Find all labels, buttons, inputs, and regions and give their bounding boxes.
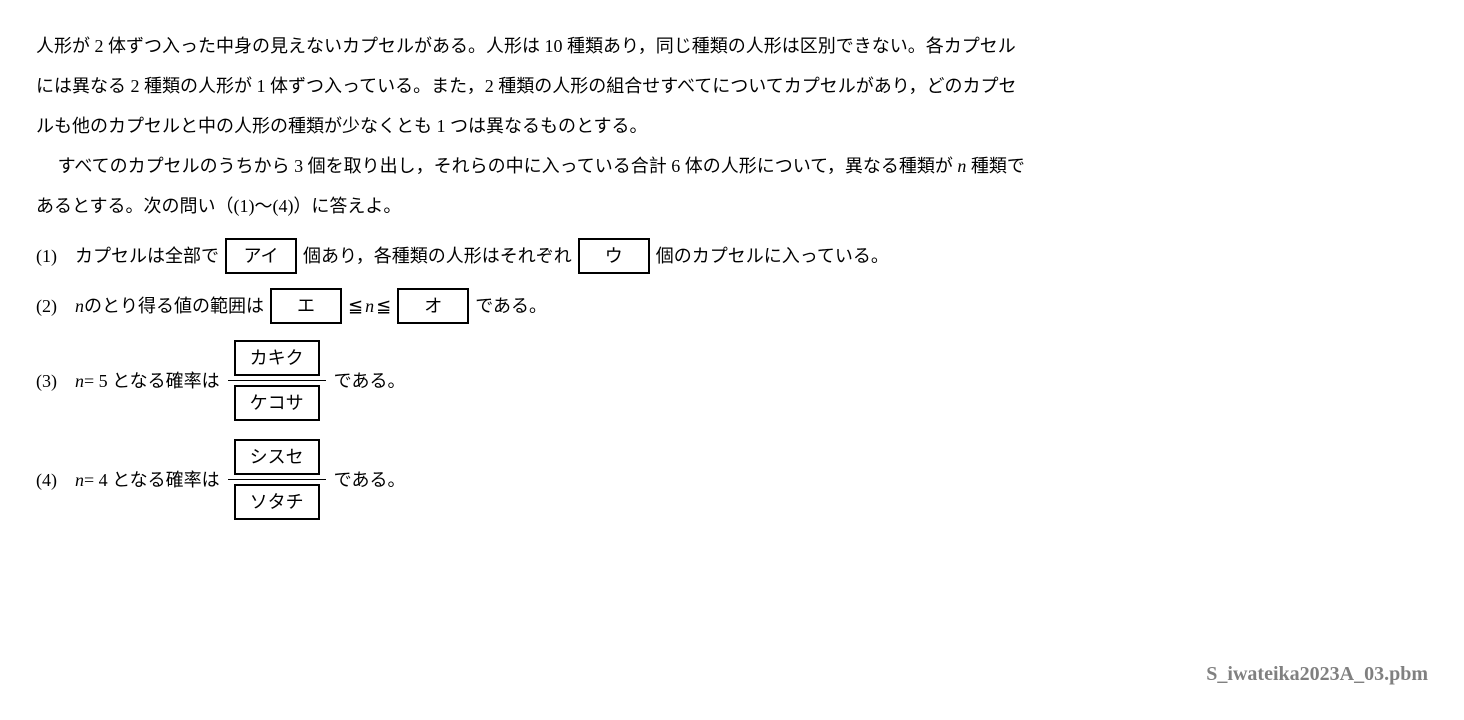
question-2-number: (2) xyxy=(36,288,57,324)
question-1-number: (1) xyxy=(36,238,57,274)
q3-text-2: である。 xyxy=(334,363,406,399)
q2-var-n1: n xyxy=(75,288,84,324)
answer-box-shisuse: シスセ xyxy=(234,439,320,475)
question-4-number: (4) xyxy=(36,462,57,498)
q1-text-1: カプセルは全部で xyxy=(75,238,219,274)
question-4: (4) n = 4 となる確率は シスセ ソタチ である。 xyxy=(36,437,1428,522)
intro-line-1: 人形が 2 体ずつ入った中身の見えないカプセルがある。人形は 10 種類あり，同… xyxy=(36,28,1428,64)
intro-line-2: には異なる 2 種類の人形が 1 体ずつ入っている。また，2 種類の人形の組合せ… xyxy=(36,68,1428,104)
q2-text-2: である。 xyxy=(475,288,547,324)
q3-fraction: カキク ケコサ xyxy=(228,338,326,423)
q2-text-1: のとり得る値の範囲は xyxy=(84,288,264,324)
intro-line-5: あるとする。次の問い（(1)〜(4)）に答えよ。 xyxy=(36,188,1428,224)
question-3-number: (3) xyxy=(36,363,57,399)
intro-line-4: すべてのカプセルのうちから 3 個を取り出し，それらの中に入っている合計 6 体… xyxy=(36,148,1428,184)
q1-text-2: 個あり，各種類の人形はそれぞれ xyxy=(303,238,572,274)
answer-box-o: オ xyxy=(397,288,469,324)
fraction-bar xyxy=(228,380,326,381)
intro-line-4a: すべてのカプセルのうちから 3 個を取り出し，それらの中に入っている合計 6 体… xyxy=(58,156,958,176)
question-2: (2) n のとり得る値の範囲は エ ≦ n ≦ オ である。 xyxy=(36,288,1428,324)
answer-box-kakiku: カキク xyxy=(234,340,320,376)
q2-var-n2: n xyxy=(365,288,374,324)
footer-filename: S_iwateika2023A_03.pbm xyxy=(1206,654,1428,694)
answer-box-u: ウ xyxy=(578,238,650,274)
q1-text-3: 個のカプセルに入っている。 xyxy=(656,238,889,274)
question-1: (1) カプセルは全部で アイ 個あり，各種類の人形はそれぞれ ウ 個のカプセル… xyxy=(36,238,1428,274)
q3-text-1: = 5 となる確率は xyxy=(84,363,220,399)
question-3: (3) n = 5 となる確率は カキク ケコサ である。 xyxy=(36,338,1428,423)
answer-box-e: エ xyxy=(270,288,342,324)
intro-line-3: ルも他のカプセルと中の人形の種類が少なくとも 1 つは異なるものとする。 xyxy=(36,108,1428,144)
q4-fraction: シスセ ソタチ xyxy=(228,437,326,522)
answer-box-ai: アイ xyxy=(225,238,297,274)
q2-rel-1: ≦ xyxy=(348,288,363,324)
q4-text-1: = 4 となる確率は xyxy=(84,462,220,498)
q4-var-n: n xyxy=(75,462,84,498)
q2-rel-2: ≦ xyxy=(376,288,391,324)
q3-var-n: n xyxy=(75,363,84,399)
q4-text-2: である。 xyxy=(334,462,406,498)
answer-box-sotachi: ソタチ xyxy=(234,484,320,520)
intro-line-4b: 種類で xyxy=(966,156,1025,176)
fraction-bar xyxy=(228,479,326,480)
answer-box-kekosa: ケコサ xyxy=(234,385,320,421)
